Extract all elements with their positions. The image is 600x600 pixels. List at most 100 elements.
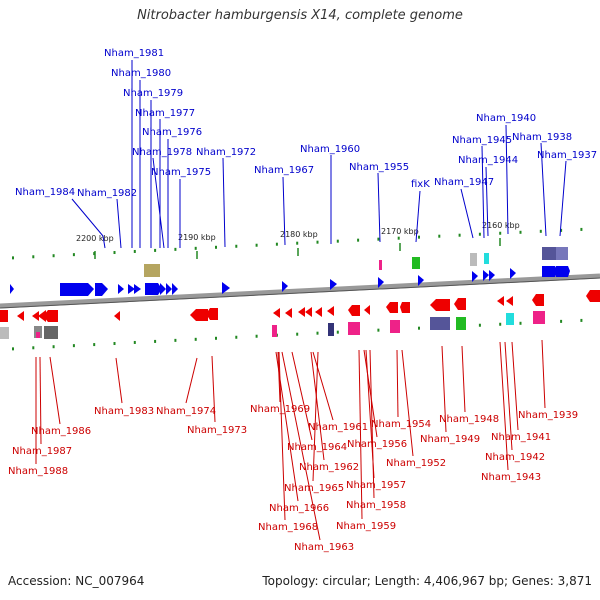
feature-box[interactable]: [456, 317, 466, 330]
feature-box[interactable]: [144, 264, 160, 277]
gene-label[interactable]: Nham_1986: [31, 426, 91, 437]
gene-arrow[interactable]: [510, 268, 516, 279]
gene-arrow[interactable]: [330, 279, 337, 290]
feature-box[interactable]: [36, 332, 40, 338]
gene-arrow[interactable]: [128, 284, 135, 294]
feature-box[interactable]: [430, 317, 450, 330]
feature-box[interactable]: [470, 253, 477, 266]
gene-label[interactable]: Nham_1942: [485, 452, 545, 463]
gene-arrow[interactable]: [305, 307, 312, 317]
gene-label[interactable]: Nham_1964: [287, 442, 347, 453]
gene-label[interactable]: Nham_1959: [336, 521, 396, 532]
gene-arrow[interactable]: [160, 283, 166, 295]
gene-label[interactable]: Nham_1952: [386, 458, 446, 469]
gene-label[interactable]: Nham_1940: [476, 113, 536, 124]
gene-arrow[interactable]: [0, 310, 8, 322]
gene-label[interactable]: Nham_1965: [284, 483, 344, 494]
gene-label[interactable]: Nham_1962: [299, 462, 359, 473]
gene-arrow[interactable]: [430, 299, 450, 311]
gene-label[interactable]: Nham_1939: [518, 410, 578, 421]
gene-label[interactable]: Nham_1979: [123, 88, 183, 99]
gene-arrow[interactable]: [43, 310, 58, 322]
gene-label[interactable]: Nham_1945: [452, 135, 512, 146]
gene-arrow[interactable]: [114, 311, 120, 321]
gene-label[interactable]: Nham_1957: [346, 480, 406, 491]
gene-arrow[interactable]: [190, 309, 208, 321]
gene-label[interactable]: Nham_1969: [250, 404, 310, 415]
gene-arrow[interactable]: [172, 283, 178, 295]
gene-arrow[interactable]: [400, 302, 410, 313]
feature-box[interactable]: [533, 311, 545, 324]
gene-label[interactable]: Nham_1981: [104, 48, 164, 59]
gene-label[interactable]: Nham_1960: [300, 144, 360, 155]
gene-arrow[interactable]: [315, 307, 322, 317]
gene-arrow[interactable]: [542, 266, 558, 277]
gene-label[interactable]: Nham_1949: [420, 434, 480, 445]
gene-arrow[interactable]: [95, 283, 108, 296]
gene-arrow[interactable]: [282, 281, 288, 292]
gene-arrow[interactable]: [285, 308, 292, 318]
gene-arrow[interactable]: [483, 270, 489, 281]
gene-label[interactable]: Nham_1966: [269, 503, 329, 514]
gene-arrow[interactable]: [364, 305, 370, 315]
feature-box[interactable]: [412, 257, 420, 269]
gene-label[interactable]: Nham_1968: [258, 522, 318, 533]
gene-arrow[interactable]: [348, 305, 360, 316]
gene-label[interactable]: Nham_1988: [8, 466, 68, 477]
gene-arrow[interactable]: [273, 308, 280, 318]
gene-arrow[interactable]: [418, 275, 424, 286]
gene-arrow[interactable]: [506, 296, 513, 306]
gene-label[interactable]: Nham_1938: [512, 132, 572, 143]
gene-arrow[interactable]: [145, 283, 162, 295]
feature-box[interactable]: [0, 327, 9, 339]
gene-label[interactable]: Nham_1967: [254, 165, 314, 176]
feature-box[interactable]: [379, 260, 382, 270]
gene-arrow[interactable]: [532, 294, 544, 306]
gene-arrow[interactable]: [386, 302, 398, 313]
gene-arrow[interactable]: [472, 271, 478, 282]
gene-label[interactable]: Nham_1972: [196, 147, 256, 158]
gene-label[interactable]: Nham_1963: [294, 542, 354, 553]
gene-label[interactable]: Nham_1961: [308, 422, 368, 433]
gene-label[interactable]: Nham_1958: [346, 500, 406, 511]
feature-box[interactable]: [328, 323, 334, 336]
gene-label[interactable]: Nham_1955: [349, 162, 409, 173]
feature-box[interactable]: [542, 247, 556, 260]
gene-arrow[interactable]: [556, 266, 570, 277]
gene-label[interactable]: fixK: [411, 179, 430, 190]
gene-label[interactable]: Nham_1977: [135, 108, 195, 119]
gene-label[interactable]: Nham_1983: [94, 406, 154, 417]
gene-label[interactable]: Nham_1974: [156, 406, 216, 417]
feature-box[interactable]: [556, 247, 568, 260]
feature-box[interactable]: [484, 253, 489, 264]
gene-label[interactable]: Nham_1943: [481, 472, 541, 483]
gene-arrow[interactable]: [118, 284, 124, 294]
gene-arrow[interactable]: [497, 296, 504, 306]
gene-arrow[interactable]: [60, 283, 94, 296]
gene-arrow[interactable]: [327, 306, 334, 316]
gene-label[interactable]: Nham_1944: [458, 155, 518, 166]
gene-label[interactable]: Nham_1976: [142, 127, 202, 138]
feature-box[interactable]: [272, 325, 277, 337]
gene-arrow[interactable]: [206, 308, 218, 320]
gene-arrow[interactable]: [586, 290, 600, 302]
gene-arrow[interactable]: [378, 277, 384, 288]
gene-label[interactable]: Nham_1982: [77, 188, 137, 199]
gene-label[interactable]: Nham_1948: [439, 414, 499, 425]
gene-arrow[interactable]: [17, 311, 24, 321]
gene-label[interactable]: Nham_1978: [132, 147, 192, 158]
gene-label[interactable]: Nham_1987: [12, 446, 72, 457]
gene-label[interactable]: Nham_1984: [15, 187, 75, 198]
gene-arrow[interactable]: [134, 284, 141, 294]
gene-arrow[interactable]: [454, 298, 466, 310]
feature-box[interactable]: [390, 320, 400, 333]
gene-arrow[interactable]: [38, 310, 46, 322]
gene-arrow[interactable]: [166, 283, 172, 295]
gene-label[interactable]: Nham_1973: [187, 425, 247, 436]
gene-label[interactable]: Nham_1937: [537, 150, 597, 161]
feature-box[interactable]: [506, 313, 514, 325]
gene-arrow[interactable]: [489, 270, 495, 281]
gene-label[interactable]: Nham_1941: [491, 432, 551, 443]
gene-arrow[interactable]: [298, 307, 305, 317]
gene-label[interactable]: Nham_1980: [111, 68, 171, 79]
